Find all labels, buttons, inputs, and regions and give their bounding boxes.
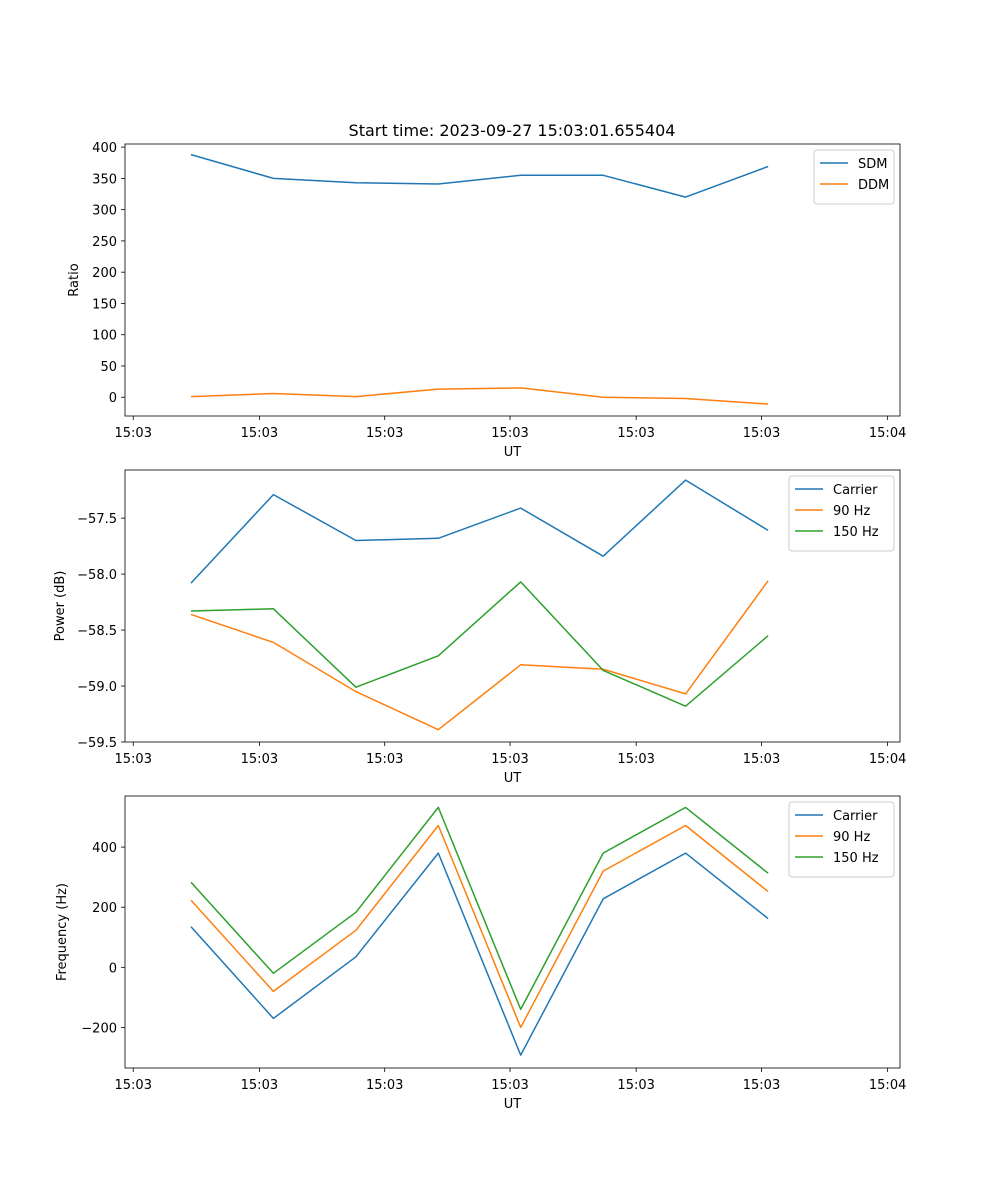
series-line-150-hz: [190, 581, 769, 707]
legend-box: [788, 475, 895, 552]
y-tick-label: 150: [92, 297, 117, 312]
plot-frame: [124, 795, 901, 1069]
series-line-carrier: [190, 852, 769, 1056]
x-tick-label: 15:03: [241, 426, 278, 441]
x-tick-label: 15:03: [115, 752, 152, 767]
legend-label: 150 Hz: [833, 851, 879, 866]
series-line-carrier: [190, 479, 769, 584]
x-tick-label: 15:03: [743, 752, 780, 767]
legend-label: Carrier: [833, 483, 878, 498]
series-line-150-hz: [190, 806, 769, 1011]
x-tick-label: 15:03: [366, 752, 403, 767]
y-tick-label: 350: [92, 172, 117, 187]
x-tick-label: 15:03: [366, 1078, 403, 1093]
y-tick-label: −59.0: [77, 680, 117, 695]
x-tick-label: 15:03: [241, 752, 278, 767]
x-tick-label: 15:04: [869, 426, 906, 441]
y-tick-label: −59.5: [77, 736, 117, 751]
x-axis-label: UT: [504, 445, 522, 460]
x-tick-label: 15:03: [617, 752, 654, 767]
legend-label: Carrier: [833, 809, 878, 824]
legend-label: 90 Hz: [833, 504, 870, 519]
y-tick-label: 0: [109, 961, 117, 976]
series-line-sdm: [190, 153, 769, 198]
x-tick-label: 15:03: [617, 426, 654, 441]
x-tick-label: 15:03: [743, 426, 780, 441]
x-tick-label: 15:04: [869, 1078, 906, 1093]
y-tick-label: −58.5: [77, 624, 117, 639]
y-tick-label: 300: [92, 204, 117, 219]
legend-label: 150 Hz: [833, 525, 879, 540]
y-tick-label: 100: [92, 329, 117, 344]
y-tick-label: 400: [92, 141, 117, 156]
x-tick-label: 15:03: [491, 752, 528, 767]
legend-label: DDM: [858, 178, 889, 193]
x-tick-label: 15:03: [743, 1078, 780, 1093]
x-axis-label: UT: [504, 771, 522, 786]
series-line-90-hz: [190, 824, 769, 1029]
y-axis-label: Frequency (Hz): [55, 883, 70, 981]
y-axis-label: Ratio: [67, 263, 82, 296]
plot-frame: [124, 469, 901, 743]
x-tick-label: 15:03: [115, 1078, 152, 1093]
chart-panel-1: 15:03 15:03 15:03 15:03 15:03 15:03 15:04 0 50 10…: [67, 141, 906, 460]
y-tick-label: −58.0: [77, 568, 117, 583]
plot-frame: [124, 143, 901, 417]
y-tick-label: −57.5: [77, 512, 117, 527]
legend: Carrier 90 Hz 150 Hz: [788, 475, 895, 552]
x-tick-label: 15:03: [491, 426, 528, 441]
legend-label: SDM: [858, 157, 887, 172]
y-tick-label: 200: [92, 901, 117, 916]
chart-panel-2: 15:03 15:03 15:03 15:03 15:03 15:03 15:04 −59.5…: [53, 469, 906, 786]
series-line-90-hz: [190, 580, 769, 731]
x-axis-label: UT: [504, 1097, 522, 1112]
y-tick-label: 50: [100, 360, 117, 375]
x-tick-label: 15:04: [869, 752, 906, 767]
x-tick-label: 15:03: [115, 426, 152, 441]
y-tick-label: 400: [92, 841, 117, 856]
legend-label: 90 Hz: [833, 830, 870, 845]
y-tick-label: 250: [92, 235, 117, 250]
y-tick-label: −200: [81, 1021, 117, 1036]
x-tick-label: 15:03: [241, 1078, 278, 1093]
chart-panel-3: 15:03 15:03 15:03 15:03 15:03 15:03 15:04 −200 0…: [55, 795, 906, 1112]
y-tick-label: 200: [92, 266, 117, 281]
x-tick-label: 15:03: [617, 1078, 654, 1093]
y-tick-label: 0: [109, 391, 117, 406]
x-tick-label: 15:03: [491, 1078, 528, 1093]
series-line-ddm: [190, 387, 769, 405]
legend: Carrier 90 Hz 150 Hz: [788, 801, 895, 878]
figure-title: Start time: 2023-09-27 15:03:01.655404: [349, 121, 676, 140]
chart-panels: 15:03 15:03 15:03 15:03 15:03 15:03 15:04 0 50 10…: [53, 141, 906, 1112]
legend: SDM DDM: [813, 149, 895, 205]
x-tick-label: 15:03: [366, 426, 403, 441]
y-axis-label: Power (dB): [53, 571, 68, 642]
legend-box: [788, 801, 895, 878]
